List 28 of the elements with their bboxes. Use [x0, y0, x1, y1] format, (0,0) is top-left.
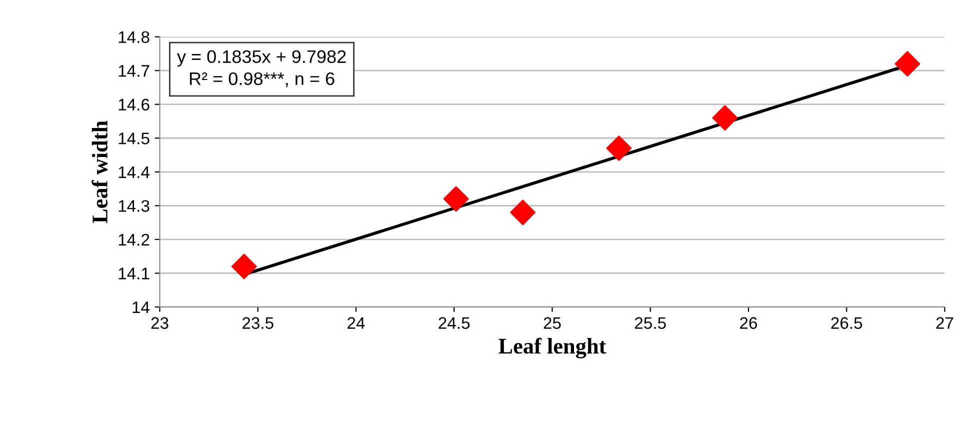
x-tick-label: 27	[936, 317, 954, 329]
y-tick-label: 14.4	[118, 166, 150, 178]
y-tick-label: 14.7	[118, 65, 150, 77]
point	[231, 254, 257, 280]
x-axis-title: Leaf lenght	[498, 338, 606, 358]
x-tick-label: 25	[544, 317, 561, 329]
point	[712, 105, 738, 131]
point	[894, 51, 920, 77]
y-tick-label: 14.8	[118, 31, 150, 44]
y-tick-label: 14.5	[118, 132, 150, 144]
point	[510, 200, 536, 226]
y-tick-label: 14	[132, 302, 150, 314]
y-tick-label: 14.3	[118, 200, 150, 212]
point	[606, 136, 632, 161]
y-tick-label: 14.2	[118, 234, 150, 246]
x-tick-label: 24.5	[438, 317, 470, 329]
x-tick-label: 25.5	[634, 317, 666, 329]
x-tick-label: 26.5	[831, 317, 862, 329]
x-tick-label: 24	[348, 317, 365, 329]
y-axis-title: Leaf width	[92, 120, 108, 224]
x-tick-label: 23.5	[242, 317, 274, 329]
x-tick-label: 23	[151, 317, 168, 329]
annotation: R² = 0.98***, n = 6	[190, 72, 334, 88]
x-tick-label: 26	[740, 317, 758, 329]
annotation: y = 0.1835x + 9.7982	[177, 50, 346, 67]
y-tick-label: 14.6	[118, 98, 150, 111]
y-tick-label: 14.1	[118, 268, 150, 280]
point	[443, 186, 469, 212]
